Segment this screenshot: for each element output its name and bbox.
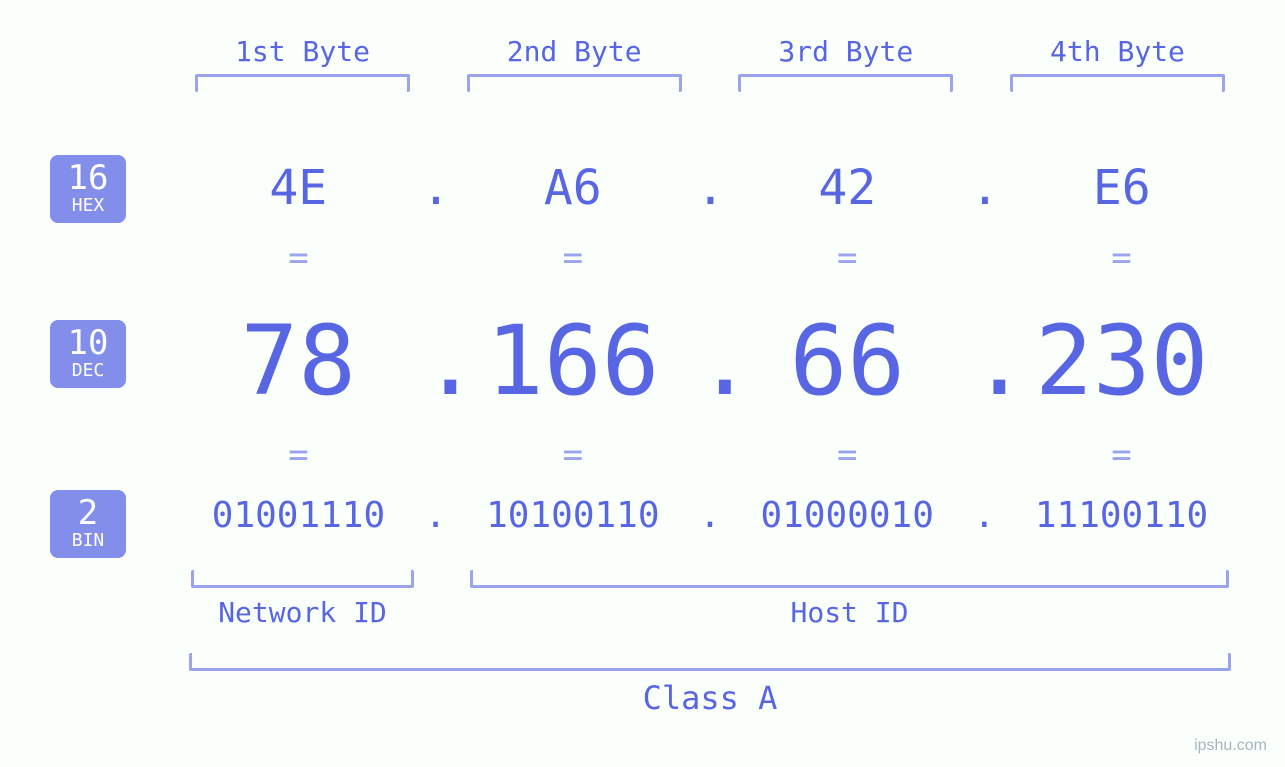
dot: .	[422, 305, 450, 417]
bracket-bottom	[191, 570, 414, 588]
watermark: ipshu.com	[1194, 737, 1267, 755]
base-badge-dec: 10 DEC	[50, 320, 126, 388]
dec-row: 78 . 166 . 66 . 230	[175, 305, 1245, 417]
bottom-section: Network ID Host ID Class A	[185, 570, 1235, 717]
equals-icon: =	[175, 435, 422, 475]
hex-byte-1: 4E	[175, 160, 422, 216]
base-number: 16	[50, 161, 126, 195]
bracket-bottom	[189, 653, 1231, 671]
bin-byte-3: 01000010	[724, 495, 971, 536]
hex-byte-2: A6	[450, 160, 697, 216]
byte-header-1: 1st Byte	[185, 35, 420, 92]
bracket-bottom	[470, 570, 1229, 588]
equals-icon: =	[449, 238, 696, 278]
hex-byte-3: 42	[724, 160, 971, 216]
byte-header-label: 4th Byte	[1000, 35, 1235, 68]
ip-diagram: 1st Byte 2nd Byte 3rd Byte 4th Byte 16 H…	[0, 0, 1285, 767]
dec-byte-3: 66	[724, 305, 971, 417]
dot: .	[696, 160, 724, 216]
network-id-label: Network ID	[185, 596, 420, 629]
bin-byte-4: 11100110	[998, 495, 1245, 536]
equals-row-2: = = = =	[175, 435, 1245, 475]
base-badge-bin: 2 BIN	[50, 490, 126, 558]
equals-icon: =	[175, 238, 422, 278]
dec-byte-4: 230	[999, 305, 1246, 417]
host-id-col: Host ID	[464, 570, 1235, 629]
base-number: 2	[50, 496, 126, 530]
hex-row: 4E . A6 . 42 . E6	[175, 160, 1245, 216]
dot: .	[422, 495, 449, 536]
byte-header-4: 4th Byte	[1000, 35, 1235, 92]
bracket-top	[195, 74, 410, 92]
bin-byte-2: 10100110	[449, 495, 696, 536]
byte-header-label: 2nd Byte	[457, 35, 692, 68]
dec-byte-1: 78	[175, 305, 422, 417]
dec-byte-2: 166	[450, 305, 697, 417]
equals-icon: =	[724, 238, 971, 278]
bracket-top	[738, 74, 953, 92]
equals-icon: =	[998, 435, 1245, 475]
base-label: BIN	[50, 532, 126, 550]
bin-byte-1: 01001110	[175, 495, 422, 536]
equals-icon: =	[449, 435, 696, 475]
base-badge-hex: 16 HEX	[50, 155, 126, 223]
hex-byte-4: E6	[999, 160, 1246, 216]
byte-header-label: 3rd Byte	[728, 35, 963, 68]
dot: .	[971, 495, 998, 536]
class-label: Class A	[185, 679, 1235, 717]
equals-row-1: = = = =	[175, 238, 1245, 278]
dot: .	[422, 160, 450, 216]
class-row: Class A	[185, 653, 1235, 717]
network-host-row: Network ID Host ID	[185, 570, 1235, 629]
base-number: 10	[50, 326, 126, 360]
byte-header-label: 1st Byte	[185, 35, 420, 68]
equals-icon: =	[998, 238, 1245, 278]
byte-header-row: 1st Byte 2nd Byte 3rd Byte 4th Byte	[185, 35, 1235, 92]
equals-icon: =	[724, 435, 971, 475]
base-label: HEX	[50, 197, 126, 215]
host-id-label: Host ID	[464, 596, 1235, 629]
bin-row: 01001110 . 10100110 . 01000010 . 1110011…	[175, 495, 1245, 536]
base-label: DEC	[50, 362, 126, 380]
dot: .	[696, 305, 724, 417]
bracket-top	[1010, 74, 1225, 92]
dot: .	[971, 305, 999, 417]
byte-header-2: 2nd Byte	[457, 35, 692, 92]
dot: .	[696, 495, 723, 536]
network-id-col: Network ID	[185, 570, 420, 629]
byte-header-3: 3rd Byte	[728, 35, 963, 92]
bracket-top	[467, 74, 682, 92]
dot: .	[971, 160, 999, 216]
